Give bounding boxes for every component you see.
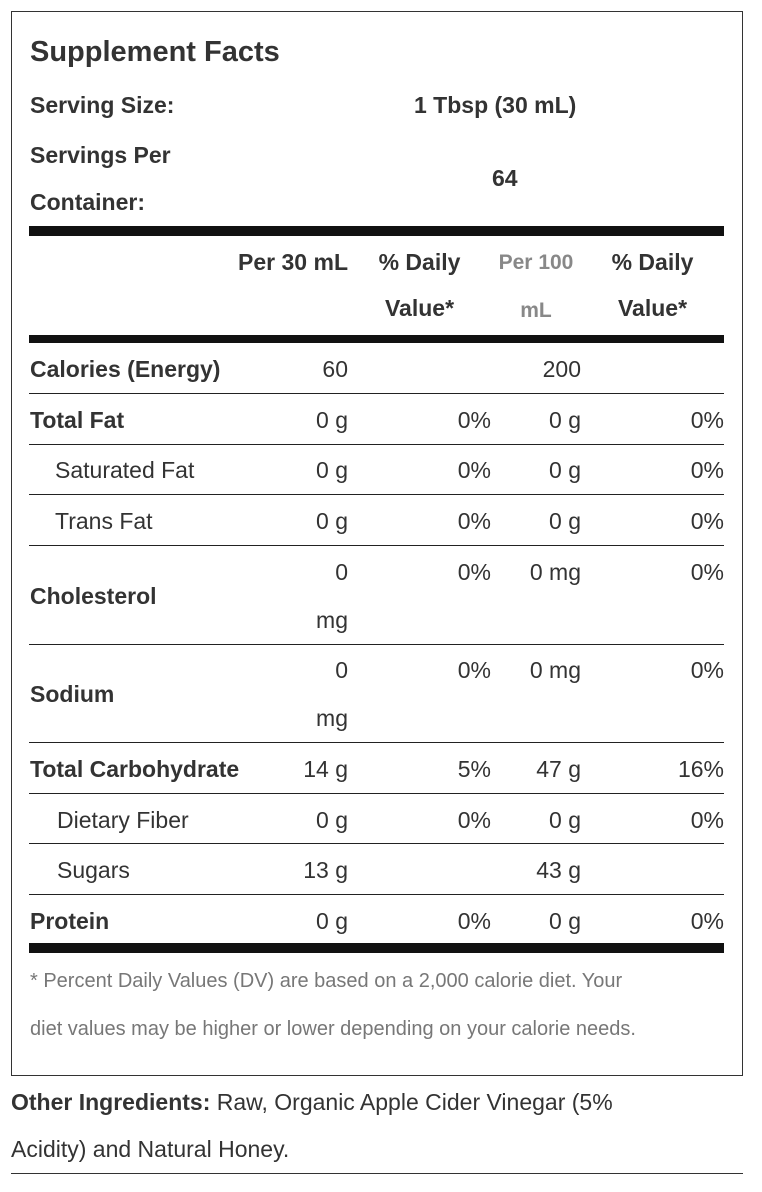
ingredients-line-1: Other Ingredients: Raw, Organic Apple Ci… [11,1089,613,1116]
row-total-fat-dv1: 0% [457,407,491,433]
servings-per-label-2: Container: [30,189,145,215]
row-sugars-label: Sugars [57,857,130,883]
footnote-line-2: diet values may be higher or lower depen… [30,1018,636,1040]
row-cholesterol-per100: 0 mg [529,559,581,585]
row-sat-fat-dv2: 0% [690,457,724,483]
row-trans-fat-per100: 0 g [549,508,581,534]
row-cholesterol-per30-unit: mg [316,607,348,633]
row-trans-fat-per30: 0 g [316,508,348,534]
row-cholesterol-per30-value: 0 [335,559,348,585]
row-fiber-per100: 0 g [549,807,581,833]
divider-row [29,393,724,394]
row-calories-per30: 60 [322,356,348,382]
row-total-fat-per30: 0 g [316,407,348,433]
divider-row [29,894,724,895]
row-sodium-per30-unit: mg [316,705,348,731]
servings-per-value: 64 [492,165,518,191]
header-dv2-line2: Value* [617,295,688,321]
row-total-carb-per30: 14 g [303,756,348,782]
row-sodium-per30-value: 0 [335,657,348,683]
row-sat-fat-per100: 0 g [549,457,581,483]
row-sat-fat-per30: 0 g [316,457,348,483]
row-sat-fat-label: Saturated Fat [55,457,195,483]
row-cholesterol-label: Cholesterol [30,583,157,609]
header-per-100ml-line1: Per 100 [498,251,574,274]
row-total-fat-per100: 0 g [549,407,581,433]
ingredients-label: Other Ingredients: [11,1089,211,1115]
panel-title: Supplement Facts [30,36,280,68]
divider-row [29,644,724,645]
row-protein-per30: 0 g [316,908,348,934]
serving-size-label: Serving Size: [30,92,175,118]
header-dv1-line2: Value* [384,295,455,321]
header-per-30ml: Per 30 mL [238,249,348,275]
row-fiber-label: Dietary Fiber [57,807,189,833]
divider-row [29,444,724,445]
divider-row [29,793,724,794]
divider-row [29,545,724,546]
row-total-fat-dv2: 0% [690,407,724,433]
row-calories-label: Calories (Energy) [30,356,221,382]
divider-row [29,742,724,743]
row-trans-fat-dv2: 0% [690,508,724,534]
row-fiber-dv1: 0% [457,807,491,833]
ingredients-text-1: Raw, Organic Apple Cider Vinegar (5% [210,1089,613,1115]
row-fiber-dv2: 0% [690,807,724,833]
header-dv2-line1: % Daily [611,249,694,275]
row-trans-fat-label: Trans Fat [55,508,153,534]
divider-thick-bottom [29,943,724,953]
row-total-fat-label: Total Fat [30,407,125,433]
row-sodium-dv1: 0% [457,657,491,683]
row-trans-fat-dv1: 0% [457,508,491,534]
row-cholesterol-dv1: 0% [457,559,491,585]
servings-per-label-1: Servings Per [30,142,171,168]
divider-thick-header [29,335,724,343]
row-protein-dv1: 0% [457,908,491,934]
row-total-carb-label: Total Carbohydrate [30,756,240,782]
ingredients-underline [11,1173,743,1174]
supplement-facts-panel [11,11,743,1076]
row-fiber-per30: 0 g [316,807,348,833]
row-sugars-per30: 13 g [303,857,348,883]
serving-size-value: 1 Tbsp (30 mL) [414,92,577,118]
row-cholesterol-dv2: 0% [690,559,724,585]
row-protein-label: Protein [30,908,110,934]
row-sodium-label: Sodium [30,681,115,707]
ingredients-text-2: Acidity) and Natural Honey. [11,1136,290,1162]
divider-row [29,494,724,495]
row-sat-fat-dv1: 0% [457,457,491,483]
row-total-carb-dv1: 5% [457,756,491,782]
header-per-100ml-line2: mL [520,299,552,322]
row-total-carb-per100: 47 g [536,756,581,782]
row-sodium-per100: 0 mg [529,657,581,683]
divider-row [29,843,724,844]
footnote-line-1: * Percent Daily Values (DV) are based on… [30,970,623,992]
row-protein-per100: 0 g [549,908,581,934]
divider-thick-top [29,226,724,236]
row-sodium-dv2: 0% [690,657,724,683]
row-total-carb-dv2: 16% [677,756,724,782]
row-protein-dv2: 0% [690,908,724,934]
header-dv1-line1: % Daily [378,249,461,275]
row-calories-per100: 200 [542,356,581,382]
row-sugars-per100: 43 g [536,857,581,883]
